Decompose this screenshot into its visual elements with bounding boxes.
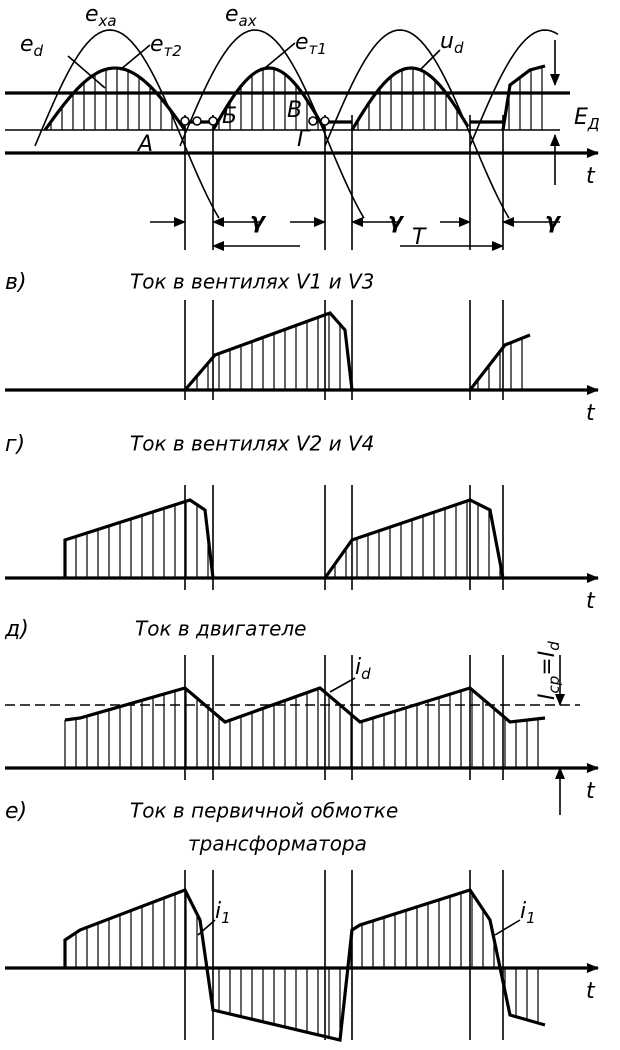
point-marker bbox=[320, 116, 330, 126]
label-text: t bbox=[586, 589, 596, 614]
curve bbox=[323, 498, 505, 579]
label: ud bbox=[440, 29, 464, 57]
label-text: t bbox=[586, 401, 596, 426]
point-label: В bbox=[287, 98, 302, 123]
label-text: u bbox=[440, 29, 454, 54]
subscript: d bbox=[545, 641, 563, 651]
point-marker bbox=[308, 116, 318, 126]
point-marker bbox=[192, 116, 202, 126]
leader-line bbox=[264, 42, 296, 69]
label-text: E bbox=[574, 105, 588, 130]
point-label: А bbox=[136, 132, 153, 157]
curve bbox=[468, 333, 531, 391]
subscript: d bbox=[34, 42, 44, 60]
label-text: i bbox=[215, 899, 221, 924]
gamma-label: γ bbox=[250, 209, 267, 234]
label-text: e bbox=[85, 2, 99, 27]
label-text: e bbox=[150, 32, 164, 57]
curve bbox=[350, 66, 470, 131]
label: t bbox=[586, 779, 596, 804]
label-text: e bbox=[225, 2, 239, 27]
point-marker bbox=[208, 116, 218, 126]
gamma-label: γ bbox=[388, 209, 405, 234]
subscript: ax bbox=[239, 12, 257, 30]
point-label: Г bbox=[297, 127, 311, 152]
label: t bbox=[586, 164, 596, 189]
label: Iср=Id bbox=[535, 641, 563, 700]
subscript: т2 bbox=[164, 42, 182, 60]
label: i1 bbox=[215, 899, 231, 927]
label-text: e bbox=[295, 30, 309, 55]
leader-line bbox=[67, 55, 106, 89]
leader-line bbox=[329, 677, 356, 693]
label: exa bbox=[85, 2, 117, 30]
gamma-label: γ bbox=[545, 209, 562, 234]
label: eт1 bbox=[295, 30, 327, 58]
emf-curve bbox=[324, 29, 510, 219]
label-text: i bbox=[355, 655, 361, 680]
emf-curve bbox=[179, 29, 365, 219]
emf-curve bbox=[34, 29, 220, 219]
panel-title: Ток в вентилях V1 и V3 bbox=[130, 270, 374, 294]
subscript: 1 bbox=[221, 909, 231, 927]
label: eax bbox=[225, 2, 257, 30]
label-text: i bbox=[520, 899, 526, 924]
leader-line bbox=[197, 919, 216, 936]
label-text: e bbox=[20, 32, 34, 57]
panel-letter: в) bbox=[5, 270, 27, 295]
subscript: ср bbox=[545, 676, 563, 694]
panel-title: Ток в вентилях V2 и V4 bbox=[130, 432, 374, 456]
leader-line bbox=[419, 49, 441, 71]
curve bbox=[501, 64, 546, 131]
label: t bbox=[586, 401, 596, 426]
curve bbox=[211, 66, 327, 131]
subscript: d bbox=[361, 665, 371, 683]
label-text: =I bbox=[535, 651, 560, 676]
subscript: т1 bbox=[309, 40, 327, 58]
subscript: xa bbox=[98, 12, 117, 30]
curve bbox=[63, 887, 546, 1042]
label-text: t bbox=[586, 779, 596, 804]
label-text: I bbox=[535, 694, 560, 701]
label: eт2 bbox=[150, 32, 182, 60]
panel-title: трансформатора bbox=[188, 832, 367, 856]
label-text: t bbox=[586, 979, 596, 1004]
label: t bbox=[586, 589, 596, 614]
label: ed bbox=[20, 32, 44, 60]
panel-letter: д) bbox=[4, 617, 29, 642]
curve bbox=[43, 66, 187, 131]
label-text: t bbox=[586, 164, 596, 189]
label: id bbox=[355, 655, 371, 683]
curve bbox=[183, 311, 354, 392]
point-marker bbox=[180, 116, 190, 126]
subscript: Д bbox=[587, 115, 600, 133]
leader-line bbox=[494, 919, 521, 936]
subscript: 1 bbox=[526, 909, 536, 927]
curve bbox=[63, 498, 215, 579]
leader-line bbox=[119, 44, 151, 71]
panel-letter: г) bbox=[5, 432, 25, 457]
panel-title: Ток в первичной обмотке bbox=[130, 799, 398, 823]
period-label: T bbox=[412, 225, 427, 250]
panel-letter: е) bbox=[5, 799, 27, 824]
label: EД bbox=[574, 105, 600, 133]
curve bbox=[64, 686, 546, 724]
subscript: d bbox=[454, 39, 464, 57]
panel-title: Ток в двигателе bbox=[135, 617, 306, 641]
label: t bbox=[586, 979, 596, 1004]
label: i1 bbox=[520, 899, 536, 927]
emf-curve bbox=[469, 29, 559, 147]
point-label: Б bbox=[222, 104, 237, 129]
